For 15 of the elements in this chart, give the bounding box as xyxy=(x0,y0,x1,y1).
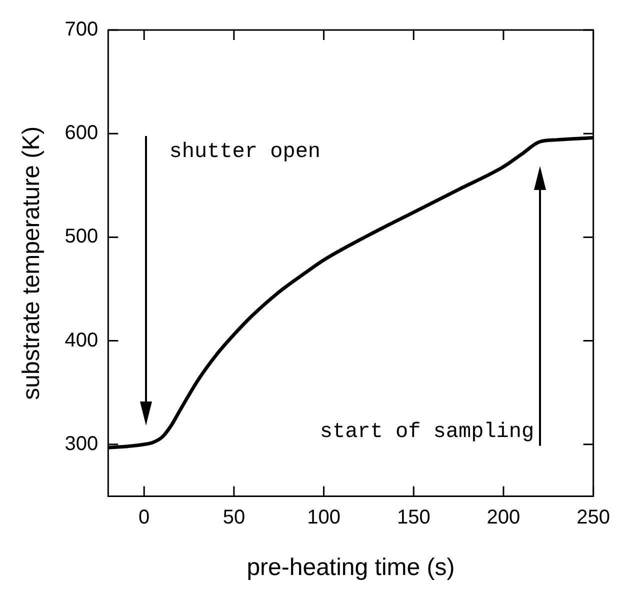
annotation: start of sampling xyxy=(320,421,534,444)
x-tick-label: 200 xyxy=(486,506,520,529)
x-tick-label: 0 xyxy=(138,506,150,529)
y-tick-label: 400 xyxy=(64,329,98,352)
x-tick-label: 50 xyxy=(222,506,246,529)
x-tick-label: 150 xyxy=(396,506,430,529)
y-tick-label: 600 xyxy=(64,122,98,144)
x-axis-title: pre-heating time (s) xyxy=(246,554,455,582)
x-tick-label: 250 xyxy=(576,506,610,529)
annotation: shutter open xyxy=(169,141,321,164)
y-tick-label: 300 xyxy=(64,432,98,455)
x-tick-label: 100 xyxy=(307,506,340,529)
y-axis-title: substrate temperature (K) xyxy=(18,126,46,400)
y-tick-label: 700 xyxy=(64,18,98,41)
y-tick-label: 500 xyxy=(64,226,98,248)
